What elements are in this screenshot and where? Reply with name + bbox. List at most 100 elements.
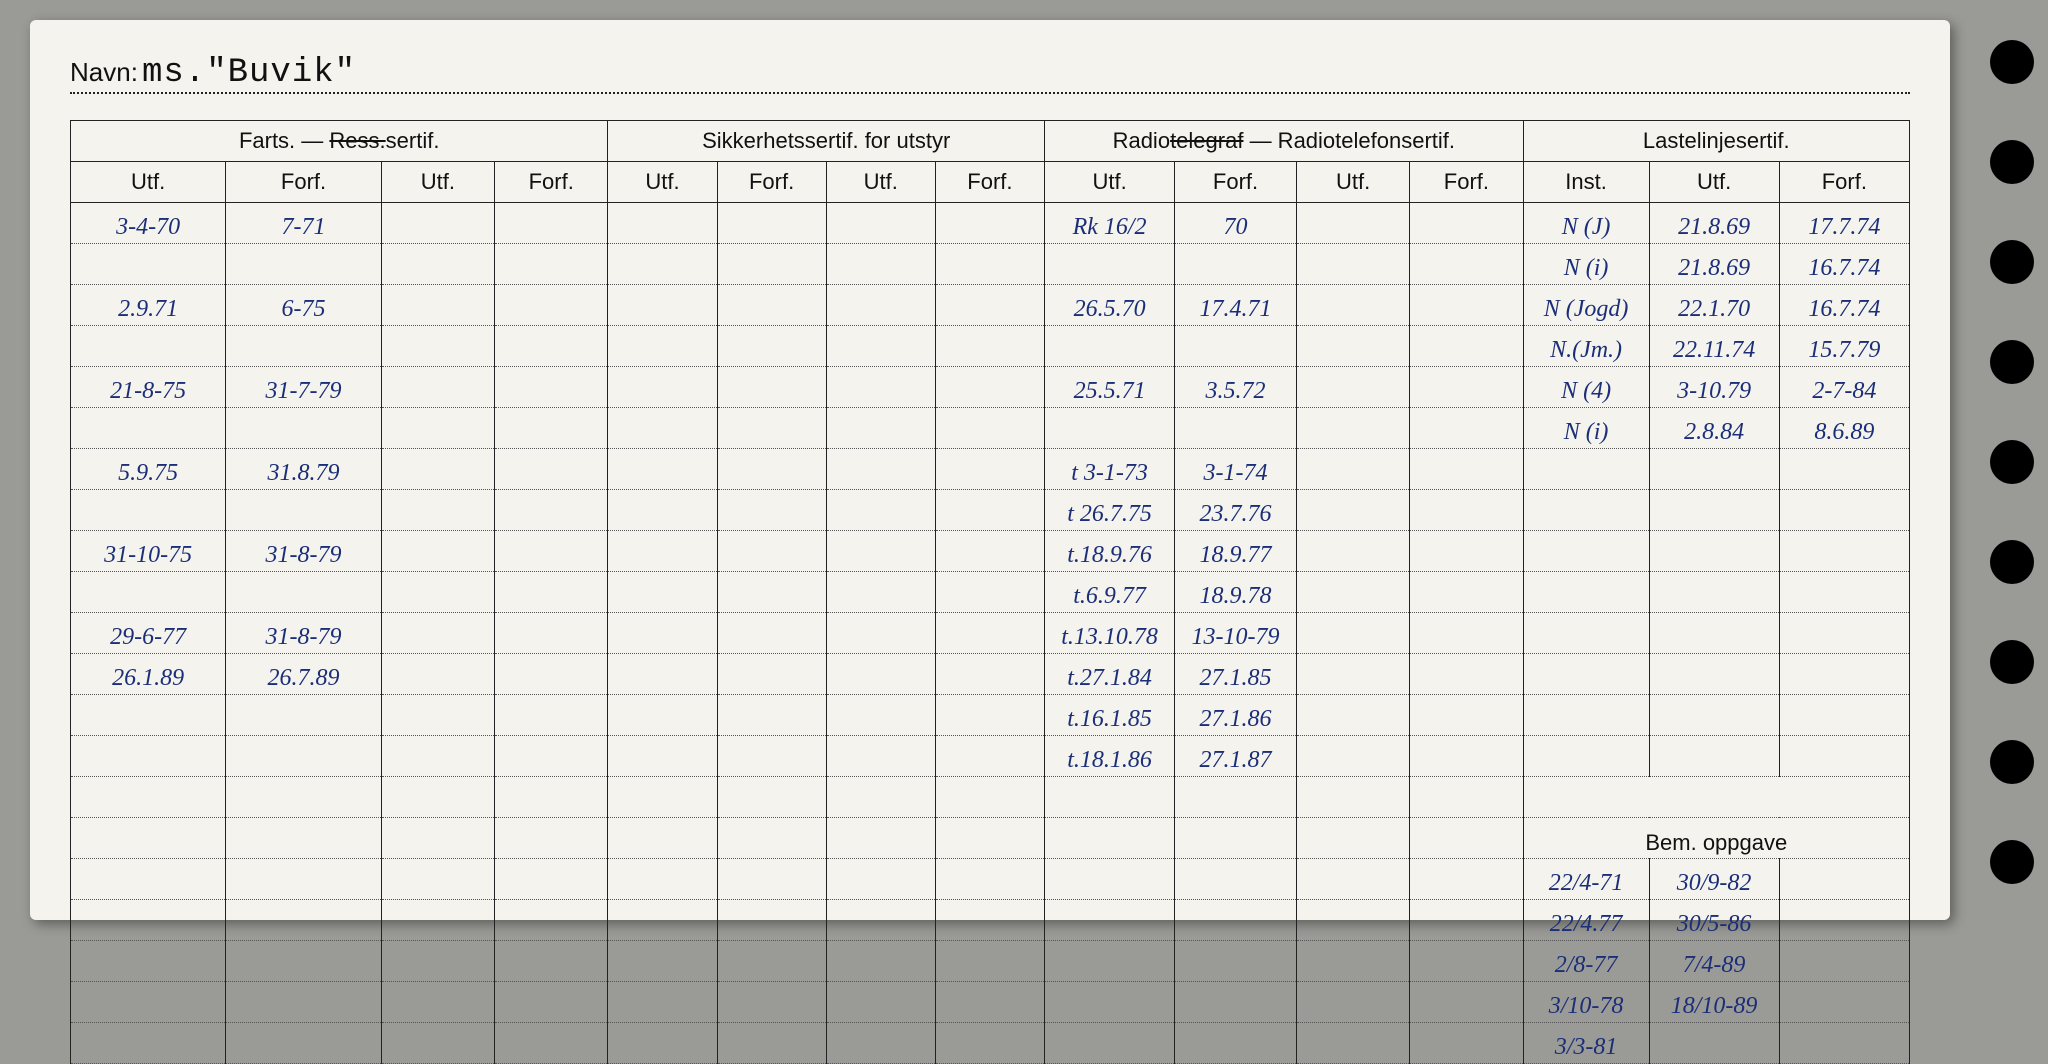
cell (608, 859, 717, 900)
cell: 29-6-77 (71, 613, 226, 654)
name-row: Navn: ms."Buvik" (70, 50, 1910, 94)
cell (826, 203, 935, 244)
sub-forf-4: Forf. (935, 162, 1044, 203)
cell (71, 244, 226, 285)
cell (1523, 736, 1649, 777)
cell: 26.7.89 (226, 654, 381, 695)
cell-value: 70 (1224, 214, 1248, 240)
name-label: Navn: (70, 57, 138, 88)
cell (226, 695, 381, 736)
cell: 21-8-75 (71, 367, 226, 408)
cell: t.27.1.84 (1045, 654, 1175, 695)
cell (608, 1023, 717, 1064)
cell-value: 2.9.71 (118, 296, 178, 322)
cell (608, 572, 717, 613)
cell (381, 490, 494, 531)
cell (1296, 244, 1409, 285)
cell (1779, 654, 1909, 695)
cell (826, 449, 935, 490)
cell (495, 736, 608, 777)
cell (1779, 859, 1909, 900)
cell (935, 736, 1044, 777)
cell (1175, 777, 1297, 818)
table-row: N (i)21.8.6916.7.74 (71, 244, 1910, 285)
cell: 2-7-84 (1779, 367, 1909, 408)
cell (226, 244, 381, 285)
cell-value: 29-6-77 (110, 624, 186, 650)
cell (495, 572, 608, 613)
cell (608, 982, 717, 1023)
cell (1649, 613, 1779, 654)
cell (495, 695, 608, 736)
cell: 16.7.74 (1779, 285, 1909, 326)
cell-value: 31-10-75 (104, 542, 192, 568)
cell (717, 695, 826, 736)
cell-value: 2.8.84 (1684, 419, 1744, 445)
cell-value: t 26.7.75 (1067, 501, 1152, 527)
cell (71, 695, 226, 736)
cell: 31-8-79 (226, 531, 381, 572)
hole-icon (1990, 440, 2034, 484)
cell (1410, 777, 1523, 818)
cell-value: 5.9.75 (118, 460, 178, 486)
cell (826, 859, 935, 900)
cell (71, 859, 226, 900)
cell-value: 3-4-70 (116, 214, 180, 240)
cell: 21.8.69 (1649, 244, 1779, 285)
cell (381, 285, 494, 326)
cell (717, 367, 826, 408)
cell: 18.9.78 (1175, 572, 1297, 613)
cell-value: 22.1.70 (1678, 296, 1750, 322)
cell: 30/9-82 (1649, 859, 1779, 900)
cell (717, 982, 826, 1023)
cell (1779, 531, 1909, 572)
cell (381, 408, 494, 449)
cell-value: 7-71 (282, 214, 326, 240)
cell: 22.11.74 (1649, 326, 1779, 367)
cell (1045, 244, 1175, 285)
cell-value: 31-7-79 (266, 378, 342, 404)
cell (1410, 572, 1523, 613)
cell (381, 203, 494, 244)
cell (1410, 408, 1523, 449)
cell (1779, 449, 1909, 490)
cell (826, 326, 935, 367)
cell (1296, 777, 1409, 818)
cell (226, 1023, 381, 1064)
cell-value: 17.7.74 (1808, 214, 1880, 240)
cell (226, 408, 381, 449)
cell: 3-10.79 (1649, 367, 1779, 408)
cell: 3/3-81 (1523, 1023, 1649, 1064)
cell (717, 818, 826, 859)
cell-value: 30/9-82 (1677, 870, 1752, 896)
cell: 30/5-86 (1649, 900, 1779, 941)
cell (71, 408, 226, 449)
cell (1649, 531, 1779, 572)
sub-forf-3: Forf. (717, 162, 826, 203)
cell (1175, 326, 1297, 367)
cell (1296, 613, 1409, 654)
cell (1523, 572, 1649, 613)
hdr-sikkerhet: Sikkerhetssertif. for utstyr (608, 121, 1045, 162)
cell (1649, 654, 1779, 695)
cell: t.16.1.85 (1045, 695, 1175, 736)
cell (226, 941, 381, 982)
cell (1045, 859, 1175, 900)
cell (935, 244, 1044, 285)
cell-value: 26.5.70 (1074, 296, 1146, 322)
cell: 15.7.79 (1779, 326, 1909, 367)
cell-value: 26.1.89 (112, 665, 184, 691)
cell (71, 777, 226, 818)
sub-utf-7: Utf. (1649, 162, 1779, 203)
cell (826, 490, 935, 531)
cell (381, 736, 494, 777)
cell (1410, 367, 1523, 408)
hdr-farts-text: Farts. — Ress.sertif. (239, 128, 440, 153)
hole-icon (1990, 40, 2034, 84)
cell (495, 777, 608, 818)
cell (717, 203, 826, 244)
cell (1045, 777, 1175, 818)
cell (1296, 531, 1409, 572)
cell-value: 26.7.89 (268, 665, 340, 691)
table-row: 29-6-7731-8-79t.13.10.7813-10-79 (71, 613, 1910, 654)
